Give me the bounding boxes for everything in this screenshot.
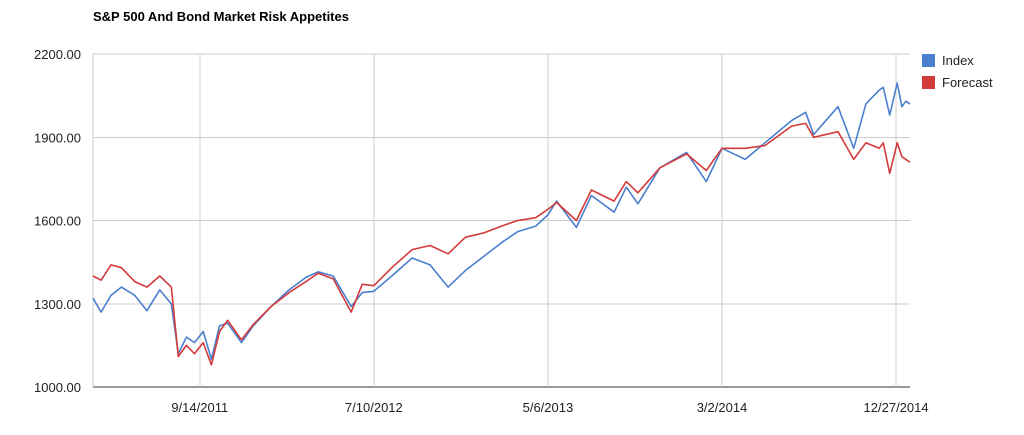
x-tick-label: 3/2/2014 [697, 400, 748, 415]
x-tick-label: 5/6/2013 [523, 400, 574, 415]
chart-title: S&P 500 And Bond Market Risk Appetites [93, 9, 349, 24]
series-line-index [92, 82, 911, 361]
y-tick-label: 2200.00 [34, 47, 81, 62]
y-tick-label: 1300.00 [34, 297, 81, 312]
legend-label-index: Index [942, 53, 974, 68]
series-line-forecast [92, 122, 911, 366]
grid-lines [92, 53, 910, 388]
axis-labels: 1000.00 1300.00 1600.00 1900.00 2200.00 9/14/… [34, 47, 929, 415]
y-tick-label: 1600.00 [34, 214, 81, 229]
x-tick-label: 9/14/2011 [171, 400, 228, 415]
series-lines [92, 82, 911, 366]
y-tick-label: 1000.00 [34, 380, 81, 395]
legend: Index Forecast [922, 53, 993, 90]
x-tick-label: 12/27/2014 [864, 400, 929, 415]
legend-label-forecast: Forecast [942, 75, 993, 90]
legend-swatch-forecast [922, 76, 935, 89]
x-tick-label: 7/10/2012 [345, 400, 403, 415]
legend-swatch-index [922, 54, 935, 67]
y-tick-label: 1900.00 [34, 130, 81, 145]
